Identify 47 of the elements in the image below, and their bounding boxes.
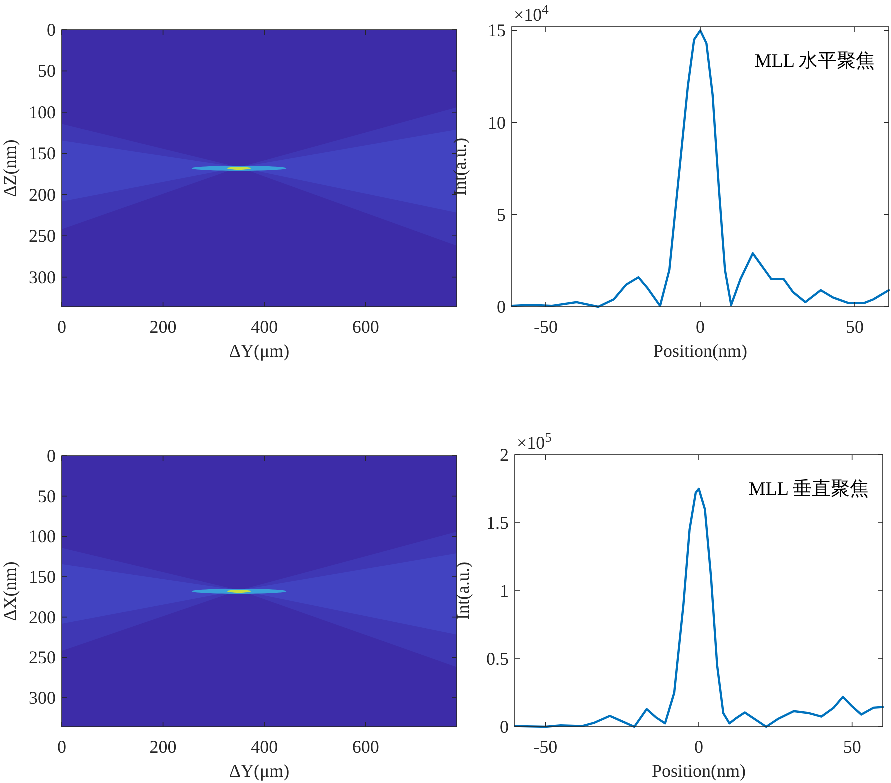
y-tick-label: 250 xyxy=(29,226,56,246)
y-axis-title: ΔZ(nm) xyxy=(0,140,20,198)
y-tick-label: 1.5 xyxy=(486,513,509,533)
y-tick-label: 50 xyxy=(38,486,56,506)
x-tick-label: -50 xyxy=(534,317,558,337)
x-tick-label: 600 xyxy=(352,317,380,337)
x-tick-label: 600 xyxy=(352,737,380,757)
y-tick-label: 2 xyxy=(500,445,509,465)
y-axis-title: ΔX(nm) xyxy=(0,562,20,622)
y-tick-label: 150 xyxy=(29,566,56,587)
y-tick-label: 100 xyxy=(29,526,56,547)
x-tick-label: 200 xyxy=(150,317,177,337)
x-tick-label: 50 xyxy=(846,317,864,337)
y-tick-label: 0 xyxy=(47,446,56,466)
annotation: MLL 垂直聚焦 xyxy=(748,479,869,500)
text: ×10$^{5}$ xyxy=(517,430,552,453)
y-tick-label: 15 xyxy=(488,20,506,41)
x-tick-label: 0 xyxy=(696,317,705,337)
x-tick-label: 200 xyxy=(150,737,177,757)
annotation: MLL 水平聚焦 xyxy=(754,51,875,72)
y-tick-label: 300 xyxy=(29,267,56,288)
x-axis-title: ΔY(μm) xyxy=(229,761,290,781)
x-tick-label: -50 xyxy=(534,737,558,757)
x-tick-label: 400 xyxy=(251,317,278,337)
y-tick-label: 150 xyxy=(29,144,56,164)
x-axis-title: ΔY(μm) xyxy=(229,341,290,361)
y-tick-label: 250 xyxy=(29,648,56,668)
y-tick-label: 0 xyxy=(500,717,509,737)
line-series xyxy=(510,30,890,308)
y-tick-label: 10 xyxy=(488,112,506,133)
y-tick-label: 200 xyxy=(29,184,56,205)
text: ×10$^{4}$ xyxy=(514,2,550,25)
x-axis-title: Position(nm) xyxy=(653,341,748,361)
x-tick-label: 50 xyxy=(843,737,862,757)
x-tick-label: 400 xyxy=(251,737,278,757)
y-axis-title: Int(a.u.) xyxy=(453,562,473,620)
y-tick-label: 5 xyxy=(497,204,506,225)
y-tick-label: 50 xyxy=(38,61,56,82)
y-tick-label: 200 xyxy=(29,607,56,628)
y-tick-label: 0.5 xyxy=(486,649,509,669)
y-tick-label: 0 xyxy=(497,297,506,317)
y-tick-label: 0 xyxy=(47,20,56,40)
y-tick-label: 1 xyxy=(500,581,509,601)
y-tick-label: 100 xyxy=(29,102,56,122)
x-tick-label: 0 xyxy=(694,737,704,757)
y-tick-label: 300 xyxy=(29,688,56,708)
x-axis-title: Position(nm) xyxy=(652,761,746,781)
